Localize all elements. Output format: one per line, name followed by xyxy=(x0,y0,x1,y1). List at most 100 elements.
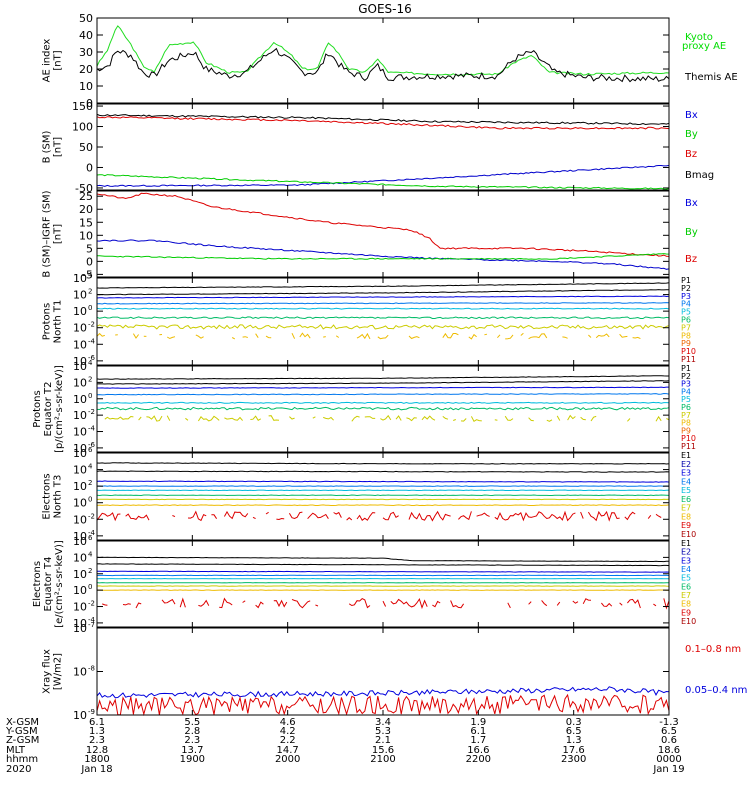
y-axis-label: [nT] xyxy=(53,50,64,70)
series-peq-p5 xyxy=(97,401,670,404)
legend-entry: P11 xyxy=(681,442,696,451)
footer-value: 14.7 xyxy=(277,745,299,756)
y-tick-label: -50 xyxy=(75,182,93,195)
y-tick-exponent: 2 xyxy=(88,375,92,383)
ephemeris-footer: X-GSM 6.1 5.5 4.6 3.4 1.9 0.3 -1.3 Y-GSM 1.3 2.8 4.… xyxy=(5,717,685,775)
legend-entry: P2 xyxy=(681,284,691,293)
y-tick-label: 10 xyxy=(73,530,87,543)
y-axis-label: [nT] xyxy=(53,224,64,244)
legend-entry: E1 xyxy=(681,451,691,460)
y-tick-label: 10 xyxy=(73,584,87,597)
y-tick-exponent: 4 xyxy=(88,271,93,279)
panel-frame xyxy=(96,17,670,104)
footer-value: 2100 xyxy=(370,754,395,765)
legend-entry: P10 xyxy=(681,347,696,356)
legend-entry: P10 xyxy=(681,434,696,443)
y-tick-exponent: -2 xyxy=(88,408,95,416)
y-tick-exponent: 4 xyxy=(88,359,93,367)
footer-value: 16.6 xyxy=(467,745,489,756)
y-tick-label: 30 xyxy=(79,46,93,59)
legend-entry: E4 xyxy=(681,565,691,574)
series-peq-p6 xyxy=(96,406,670,411)
y-tick-label: 10 xyxy=(73,355,87,368)
footer-value: 12.8 xyxy=(86,745,108,756)
series-enorth-e1 xyxy=(96,462,670,465)
y-axis-label: Equator T4 xyxy=(43,557,54,612)
legend-entry: P4 xyxy=(681,300,691,309)
series-ae-kyoto-proxy-ae xyxy=(96,25,670,76)
y-tick-exponent: -8 xyxy=(88,665,95,673)
legend-entry: Bx xyxy=(685,110,698,121)
y-tick-exponent: 2 xyxy=(88,479,92,487)
chart-title: GOES-16 xyxy=(358,2,412,16)
series-bsm-bz xyxy=(96,116,670,130)
legend-entry: E6 xyxy=(681,495,691,504)
y-axis-label: North T1 xyxy=(53,300,64,344)
footer-value: 6.5 xyxy=(661,726,677,737)
y-tick-label: 10 xyxy=(73,289,87,302)
panel-frame xyxy=(96,627,670,716)
y-tick-label: 10 xyxy=(79,229,93,242)
y-tick-label: 50 xyxy=(79,12,93,25)
footer-value: Jan 18 xyxy=(80,764,112,775)
footer-row-label: Y-GSM xyxy=(5,726,38,737)
legend-entry: E10 xyxy=(681,617,696,626)
y-axis-label: B (SM)–IGRF (SM) xyxy=(42,190,53,277)
footer-value: 2.2 xyxy=(280,735,296,746)
series-enorth-e8 xyxy=(96,504,670,507)
footer-value: 2200 xyxy=(466,754,491,765)
y-tick-label: 10 xyxy=(73,322,87,335)
legend-entry: By xyxy=(685,227,698,238)
footer-value: Jan 19 xyxy=(652,764,684,775)
series-bdiff-by xyxy=(96,253,670,260)
y-tick-exponent: -7 xyxy=(88,621,95,629)
legend-entry: P1 xyxy=(681,364,691,373)
y-tick-exponent: 0 xyxy=(88,496,92,504)
footer-value: 6.1 xyxy=(470,726,486,737)
y-tick-label: 20 xyxy=(79,203,93,216)
legend-entry: Bz xyxy=(685,149,697,160)
y-tick-label: 10 xyxy=(73,426,87,439)
y-axis-label: B (SM) xyxy=(42,130,53,163)
legend-entry: P6 xyxy=(681,316,691,325)
y-axis-label: Electrons xyxy=(32,561,43,607)
footer-value: 5.5 xyxy=(184,717,200,728)
legend-entry: E8 xyxy=(681,600,691,609)
legend-entry: P1 xyxy=(681,276,691,285)
y-tick-exponent: -2 xyxy=(88,512,95,520)
y-tick-label: 50 xyxy=(79,141,93,154)
panel-frame xyxy=(96,452,670,541)
y-tick-label: 10 xyxy=(73,464,87,477)
series-eeq-e9 xyxy=(102,597,670,610)
footer-value: 2000 xyxy=(275,754,300,765)
y-tick-exponent: -6 xyxy=(88,354,96,362)
y-tick-label: 25 xyxy=(79,190,93,203)
legend-entry: P9 xyxy=(681,426,691,435)
legend-entry: E6 xyxy=(681,582,691,591)
legend-entry: P7 xyxy=(681,323,691,332)
footer-value: -1.3 xyxy=(659,717,679,728)
y-tick-label: 10 xyxy=(73,551,87,564)
y-tick-label: 0 xyxy=(86,255,93,268)
y-tick-label: 10 xyxy=(73,305,87,318)
legend-entry: E9 xyxy=(681,608,691,617)
y-tick-label: -5 xyxy=(82,268,93,281)
y-tick-label: 10 xyxy=(73,617,87,630)
y-tick-label: 10 xyxy=(73,601,87,614)
series-bdiff-bz xyxy=(96,192,670,257)
footer-row-label: X-GSM xyxy=(6,717,39,728)
legend-entry: P8 xyxy=(681,331,691,340)
footer-value: 5.3 xyxy=(375,726,391,737)
y-axis-label: Protons xyxy=(42,303,53,340)
y-tick-label: 0 xyxy=(86,97,93,110)
series-xray-0-1-0-8-nm xyxy=(96,686,670,699)
footer-value: 1.3 xyxy=(566,735,582,746)
series-enorth-e3 xyxy=(96,480,670,483)
legend-entry: 0.05–0.4 nm xyxy=(685,685,747,696)
panel-frame xyxy=(96,277,670,366)
y-tick-label: 100 xyxy=(72,121,93,134)
footer-value: 0000 xyxy=(656,754,681,765)
